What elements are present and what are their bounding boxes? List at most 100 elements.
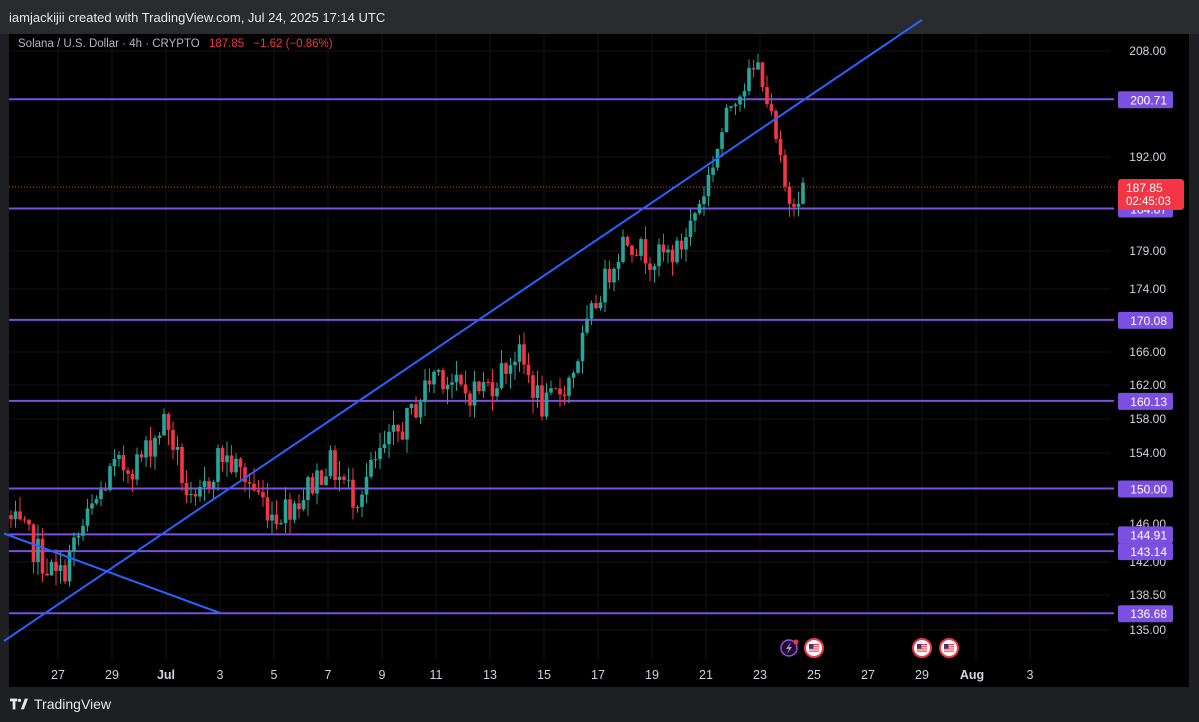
candle-body xyxy=(765,86,769,105)
candle-body xyxy=(207,481,211,489)
candle-body xyxy=(675,240,679,263)
candle-body xyxy=(598,302,603,309)
candle-body xyxy=(711,167,715,175)
level-badge xyxy=(1118,311,1173,329)
candle-body xyxy=(378,447,382,460)
candle-body xyxy=(472,381,477,406)
x-tick-label: 13 xyxy=(483,668,497,682)
level-badge-label: 143.14 xyxy=(1130,545,1167,559)
x-tick-label: 29 xyxy=(105,668,119,682)
candle-body xyxy=(211,481,216,489)
candle-body xyxy=(261,492,265,498)
candle-body xyxy=(333,450,337,481)
candle-body xyxy=(184,482,189,495)
flag-stripe xyxy=(917,644,927,646)
candle-body xyxy=(40,538,45,574)
candle-body xyxy=(360,494,364,507)
candle-body xyxy=(468,393,472,406)
candle-body xyxy=(351,479,355,508)
candle-body xyxy=(594,303,598,309)
candle-body xyxy=(450,382,454,385)
candle-body xyxy=(661,244,666,253)
candle-body xyxy=(171,430,175,450)
last-price-label: 187.85 xyxy=(1126,181,1163,195)
candle-body xyxy=(702,196,706,205)
lightning-icon[interactable] xyxy=(780,639,799,657)
candles xyxy=(9,53,805,587)
candle-body xyxy=(337,476,342,481)
candle-body xyxy=(346,479,351,481)
flag-stripe xyxy=(809,646,819,648)
candle-body xyxy=(778,139,783,156)
us-flag-icon[interactable] xyxy=(804,638,824,658)
candle-body xyxy=(180,446,184,483)
us-flag-icon[interactable] xyxy=(939,638,959,658)
candle-body xyxy=(720,132,724,149)
candle-body xyxy=(400,431,405,440)
candle-body xyxy=(760,62,765,87)
candle-body xyxy=(409,404,414,408)
candle-body xyxy=(144,440,148,458)
x-tick-label: 29 xyxy=(915,668,929,682)
candle-body xyxy=(292,503,297,520)
candle-body xyxy=(729,106,733,108)
trend-lines xyxy=(3,19,923,642)
candle-body xyxy=(513,361,517,366)
candle-body xyxy=(229,455,234,473)
candle-body xyxy=(67,551,72,582)
x-tick-label: 5 xyxy=(271,668,278,682)
candle-body xyxy=(423,380,427,402)
level-badge-label: 160.13 xyxy=(1130,395,1167,409)
candle-body xyxy=(328,450,333,477)
candle-body xyxy=(756,62,760,70)
candle-body xyxy=(22,519,27,521)
candle-body xyxy=(342,476,346,480)
candle-body xyxy=(747,68,751,92)
candle-body xyxy=(234,458,238,473)
chart-panel[interactable] xyxy=(9,34,1189,687)
x-tick-label: Jul xyxy=(157,668,175,682)
flag-circle xyxy=(939,638,959,658)
candle-body xyxy=(787,186,792,204)
level-badge xyxy=(1118,543,1173,561)
candle-body xyxy=(216,448,220,482)
flag-stripe xyxy=(944,648,954,650)
us-flag-icon[interactable] xyxy=(912,638,932,658)
tradingview-logo[interactable]: TradingView xyxy=(10,696,111,712)
candle-body xyxy=(382,444,387,448)
candle-body xyxy=(58,565,63,571)
candle-body xyxy=(783,155,787,187)
candle-body xyxy=(477,381,481,392)
grid xyxy=(9,34,1110,660)
candle-body xyxy=(310,477,315,494)
candle-body xyxy=(148,440,153,457)
candle-body xyxy=(202,481,207,487)
candle-body xyxy=(193,494,198,497)
candle-body xyxy=(481,382,486,392)
flag-stripe xyxy=(809,648,819,650)
candle-body xyxy=(319,470,324,485)
candle-body xyxy=(153,437,157,457)
x-tick-label: 27 xyxy=(861,668,875,682)
candle-body xyxy=(445,384,450,390)
candle-body xyxy=(531,375,535,398)
candle-body xyxy=(72,537,76,552)
trend-line xyxy=(3,532,221,614)
candle-body xyxy=(441,370,445,390)
candle-body xyxy=(301,499,306,510)
candle-body xyxy=(634,254,639,256)
candle-body xyxy=(621,236,625,263)
footer-bar: TradingView xyxy=(0,687,1199,722)
candle-body xyxy=(706,174,711,197)
candle-body xyxy=(670,249,675,263)
candle-body xyxy=(418,401,423,418)
tradingview-logo-icon xyxy=(10,698,28,710)
candle-body xyxy=(522,344,526,365)
candle-body xyxy=(454,374,459,383)
candle-body xyxy=(369,459,373,477)
flag-stripe xyxy=(809,650,819,652)
candle-body xyxy=(63,565,67,582)
candle-body xyxy=(108,466,112,490)
x-tick-label: 23 xyxy=(753,668,767,682)
